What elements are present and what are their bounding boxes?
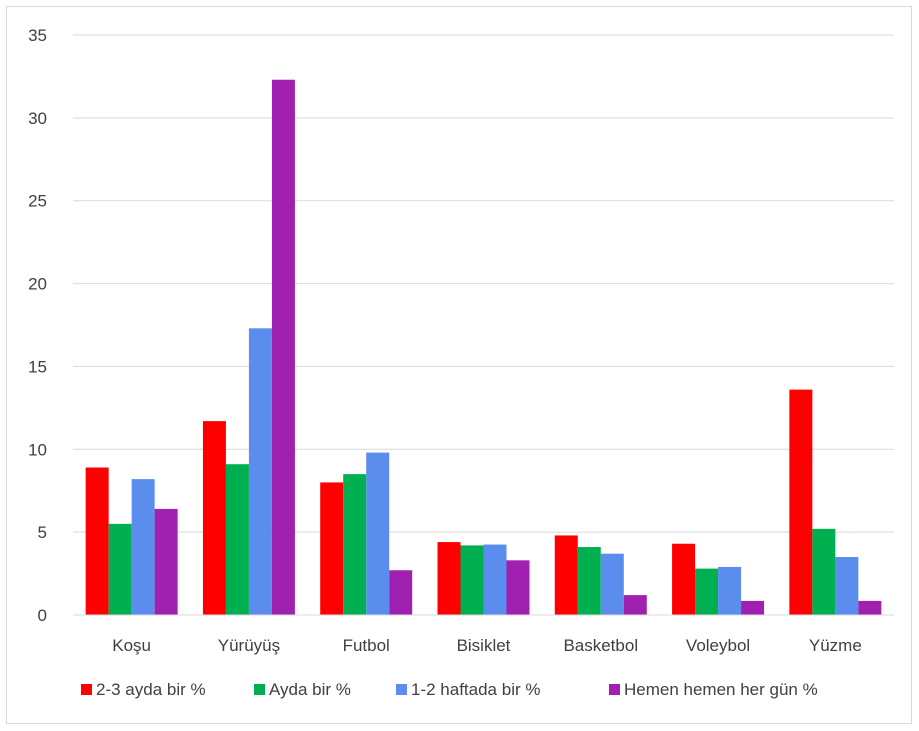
bar	[600, 553, 624, 615]
bar	[320, 482, 344, 615]
x-tick-label: Yüzme	[809, 636, 862, 655]
bar	[343, 474, 367, 615]
x-tick-label: Futbol	[343, 636, 390, 655]
bar	[248, 328, 272, 615]
bar	[718, 566, 742, 615]
x-tick-label: Bisiklet	[457, 636, 511, 655]
bar	[202, 421, 226, 615]
bar	[389, 570, 413, 615]
bar	[506, 560, 530, 615]
y-tick-label: 5	[38, 523, 47, 542]
legend-label: Ayda bir %	[269, 680, 351, 699]
bar	[858, 600, 882, 615]
bars	[85, 79, 882, 615]
y-tick-label: 25	[28, 192, 47, 211]
bar	[225, 464, 249, 615]
x-tick-label: Voleybol	[686, 636, 750, 655]
bar	[483, 544, 507, 615]
bar	[835, 557, 859, 615]
x-axis-tick-labels: Koşu Yürüyüş Futbol Bisiklet Basketbol Voleyb…	[112, 636, 862, 655]
legend-label: Hemen hemen her gün %	[624, 680, 818, 699]
bar	[577, 547, 601, 615]
bar	[672, 543, 696, 615]
x-tick-label: Basketbol	[563, 636, 638, 655]
bar	[154, 508, 178, 615]
legend-swatch	[254, 684, 265, 695]
y-tick-label: 35	[28, 26, 47, 45]
y-tick-label: 15	[28, 357, 47, 376]
y-tick-label: 0	[38, 606, 47, 625]
bar	[271, 79, 295, 615]
legend: 2-3 ayda bir % Ayda bir % 1-2 haftada bir …	[81, 680, 818, 699]
gridlines	[73, 34, 894, 533]
bar	[437, 542, 461, 615]
bar	[554, 535, 578, 615]
bar	[108, 523, 132, 615]
legend-label: 2-3 ayda bir %	[96, 680, 206, 699]
legend-label: 1-2 haftada bir %	[411, 680, 540, 699]
bar	[85, 467, 109, 615]
bar	[366, 452, 390, 615]
bar	[623, 595, 647, 615]
bar	[789, 389, 813, 615]
y-tick-label: 20	[28, 275, 47, 294]
y-axis-tick-labels: 0 5 10 15 20 25 30 35	[28, 26, 47, 625]
legend-swatch	[396, 684, 407, 695]
bar	[695, 568, 719, 615]
bar	[741, 600, 765, 615]
x-tick-label: Koşu	[112, 636, 151, 655]
legend-swatch	[609, 684, 620, 695]
y-tick-label: 30	[28, 109, 47, 128]
bar	[812, 528, 836, 615]
x-tick-label: Yürüyüş	[218, 636, 280, 655]
y-tick-label: 10	[28, 440, 47, 459]
legend-swatch	[81, 684, 92, 695]
bar	[131, 479, 155, 615]
bar	[460, 545, 484, 615]
